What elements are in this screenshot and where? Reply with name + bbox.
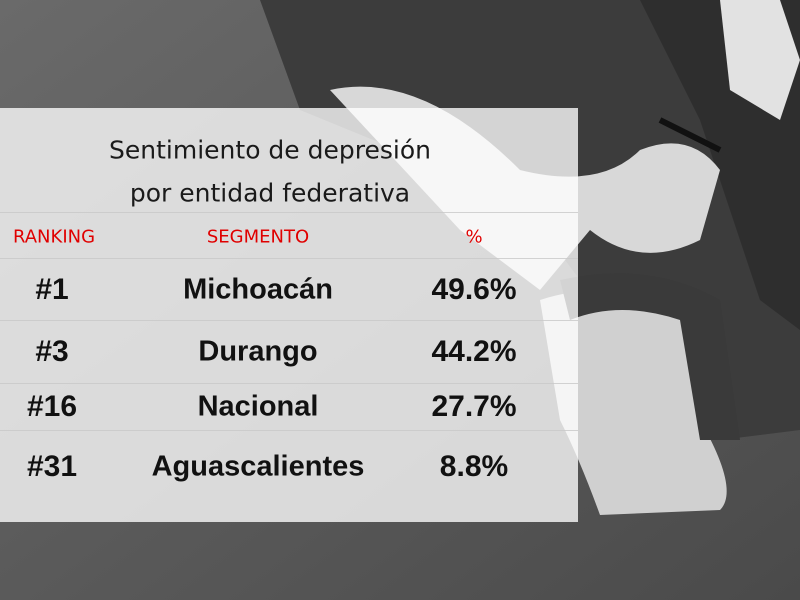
row-divider <box>0 258 578 259</box>
row-divider <box>0 430 578 431</box>
segment-cell: Michoacán <box>183 273 333 306</box>
rank-cell: #1 <box>35 273 69 306</box>
row-divider <box>0 212 578 213</box>
row-divider <box>0 320 578 321</box>
rank-cell: #16 <box>26 390 78 423</box>
percent-cell: 44.2% <box>431 335 517 368</box>
row-divider <box>0 383 578 384</box>
percent-cell: 27.7% <box>431 390 517 423</box>
rank-cell: #31 <box>26 450 78 483</box>
table-panel <box>0 108 578 522</box>
segment-cell: Aguascalientes <box>151 450 365 483</box>
column-header: % <box>465 226 483 248</box>
percent-cell: 8.8% <box>439 450 509 483</box>
segment-cell: Durango <box>198 335 318 368</box>
segment-cell: Nacional <box>197 390 319 423</box>
title-line: por entidad federativa <box>129 178 411 208</box>
rank-cell: #3 <box>35 335 69 368</box>
percent-cell: 49.6% <box>431 273 517 306</box>
title-line: Sentimiento de depresión <box>109 135 431 165</box>
column-header: RANKING <box>12 226 96 248</box>
column-header: SEGMENTO <box>206 226 310 248</box>
